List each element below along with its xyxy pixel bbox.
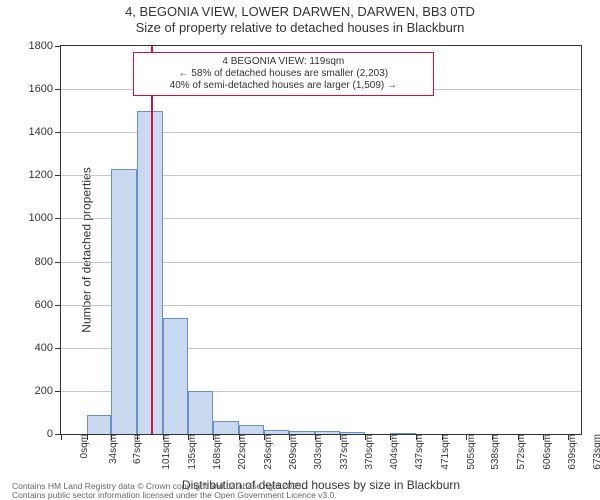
x-tick-label: 236sqm xyxy=(257,434,274,470)
y-tick-label: 1400 xyxy=(29,126,61,138)
y-tick-label: 600 xyxy=(35,299,61,311)
x-tick xyxy=(61,434,62,440)
y-tick-label: 400 xyxy=(35,342,61,354)
histogram-bar xyxy=(390,433,416,434)
x-tick xyxy=(492,434,493,440)
x-tick-label: 673sqm xyxy=(586,434,600,470)
annotation-box: 4 BEGONIA VIEW: 119sqm← 58% of detached … xyxy=(133,52,434,96)
x-tick xyxy=(315,434,316,440)
histogram-bar xyxy=(163,318,188,434)
x-tick-label: 67sqm xyxy=(126,434,143,464)
x-tick xyxy=(340,434,341,440)
x-tick xyxy=(137,434,138,440)
chart-title-line1: 4, BEGONIA VIEW, LOWER DARWEN, DARWEN, B… xyxy=(0,4,600,20)
y-tick-label: 1600 xyxy=(29,83,61,95)
histogram-bar xyxy=(264,430,290,434)
annotation-line: 4 BEGONIA VIEW: 119sqm xyxy=(140,56,427,68)
y-tick-label: 200 xyxy=(35,385,61,397)
x-tick xyxy=(543,434,544,440)
x-tick xyxy=(416,434,417,440)
annotation-line: 40% of semi-detached houses are larger (… xyxy=(140,80,427,92)
histogram-bar xyxy=(188,391,214,434)
x-tick xyxy=(213,434,214,440)
x-tick xyxy=(188,434,189,440)
chart-title: 4, BEGONIA VIEW, LOWER DARWEN, DARWEN, B… xyxy=(0,4,600,37)
x-tick-label: 337sqm xyxy=(333,434,350,470)
x-tick-label: 0sqm xyxy=(73,434,90,458)
x-tick xyxy=(466,434,467,440)
chart-footer: Contains HM Land Registry data © Crown c… xyxy=(12,482,337,500)
y-tick-label: 1800 xyxy=(29,40,61,52)
y-tick-label: 1000 xyxy=(29,212,61,224)
histogram-bar xyxy=(87,415,112,434)
histogram-bar xyxy=(289,431,315,434)
x-tick-label: 34sqm xyxy=(102,434,119,464)
histogram-bar xyxy=(111,169,137,434)
x-tick xyxy=(87,434,88,440)
histogram-bar xyxy=(340,432,366,434)
x-tick-label: 606sqm xyxy=(535,434,552,470)
x-tick xyxy=(568,434,569,440)
property-marker-line xyxy=(151,46,153,434)
x-tick xyxy=(518,434,519,440)
figure: 4, BEGONIA VIEW, LOWER DARWEN, DARWEN, B… xyxy=(0,0,600,500)
y-tick-label: 1200 xyxy=(29,169,61,181)
footer-line2: Contains public sector information licen… xyxy=(12,491,337,500)
chart-title-line2: Size of property relative to detached ho… xyxy=(0,20,600,36)
histogram-bar xyxy=(213,421,239,434)
y-tick-label: 800 xyxy=(35,256,61,268)
x-tick xyxy=(365,434,366,440)
x-tick xyxy=(163,434,164,440)
x-tick xyxy=(111,434,112,440)
y-tick-label: 0 xyxy=(47,428,61,440)
annotation-line: ← 58% of detached houses are smaller (2,… xyxy=(140,68,427,80)
plot-area: Distribution of detached houses by size … xyxy=(60,45,582,435)
x-tick-label: 404sqm xyxy=(383,434,400,470)
histogram-bar xyxy=(239,425,264,434)
x-tick xyxy=(289,434,290,440)
x-tick xyxy=(264,434,265,440)
x-tick xyxy=(390,434,391,440)
x-tick-label: 135sqm xyxy=(181,434,198,470)
histogram-bar xyxy=(315,431,340,434)
x-tick xyxy=(239,434,240,440)
x-tick xyxy=(442,434,443,440)
x-tick-label: 505sqm xyxy=(459,434,476,470)
